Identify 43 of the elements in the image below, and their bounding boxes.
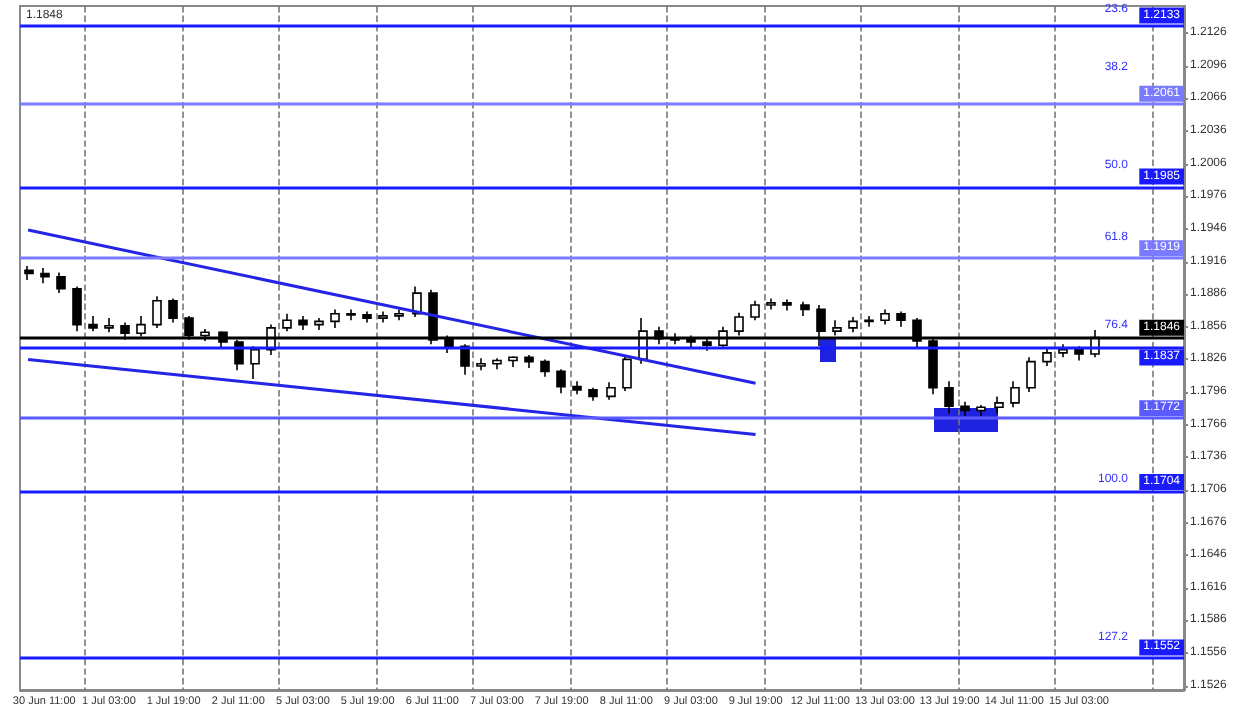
candlestick: [750, 299, 760, 322]
candlestick: [976, 404, 986, 417]
candlestick: [168, 297, 178, 324]
candlestick: [152, 295, 162, 329]
candlestick: [896, 310, 906, 328]
candlestick: [848, 316, 858, 334]
candlestick: [572, 380, 582, 396]
candlestick: [944, 380, 954, 415]
candlestick: [330, 308, 340, 329]
candlestick: [104, 317, 114, 334]
candlestick: [298, 315, 308, 331]
candlestick: [622, 354, 632, 392]
candlestick: [782, 298, 792, 312]
candlestick: [800, 300, 810, 317]
candlestick: [492, 357, 502, 371]
candlestick: [362, 310, 372, 324]
candlestick: [1042, 347, 1052, 367]
candlestick: [56, 271, 66, 294]
candlestick: [960, 401, 970, 417]
candlestick: [524, 354, 534, 369]
candlestick: [1026, 356, 1036, 393]
candlestick: [88, 315, 98, 332]
candlestick: [1074, 345, 1084, 362]
candlestick: [606, 381, 616, 401]
candlestick: [880, 308, 890, 326]
candlestick: [346, 308, 356, 322]
candlestick: [508, 355, 518, 368]
candlestick: [556, 368, 566, 394]
candlestick: [72, 285, 82, 332]
candlestick: [282, 312, 292, 332]
candlestick: [24, 265, 34, 281]
candlestick: [476, 357, 486, 372]
candlestick: [314, 317, 324, 331]
candlestick: [40, 267, 50, 285]
candlestick: [1010, 380, 1020, 409]
candlestick: [588, 386, 598, 402]
candlestick: [864, 315, 874, 328]
candlestick: [394, 308, 404, 322]
candlestick: [250, 345, 260, 380]
candlestick: [540, 358, 550, 378]
candlestick: [378, 310, 388, 324]
candlestick: [766, 297, 776, 311]
candlestick: [994, 395, 1004, 415]
